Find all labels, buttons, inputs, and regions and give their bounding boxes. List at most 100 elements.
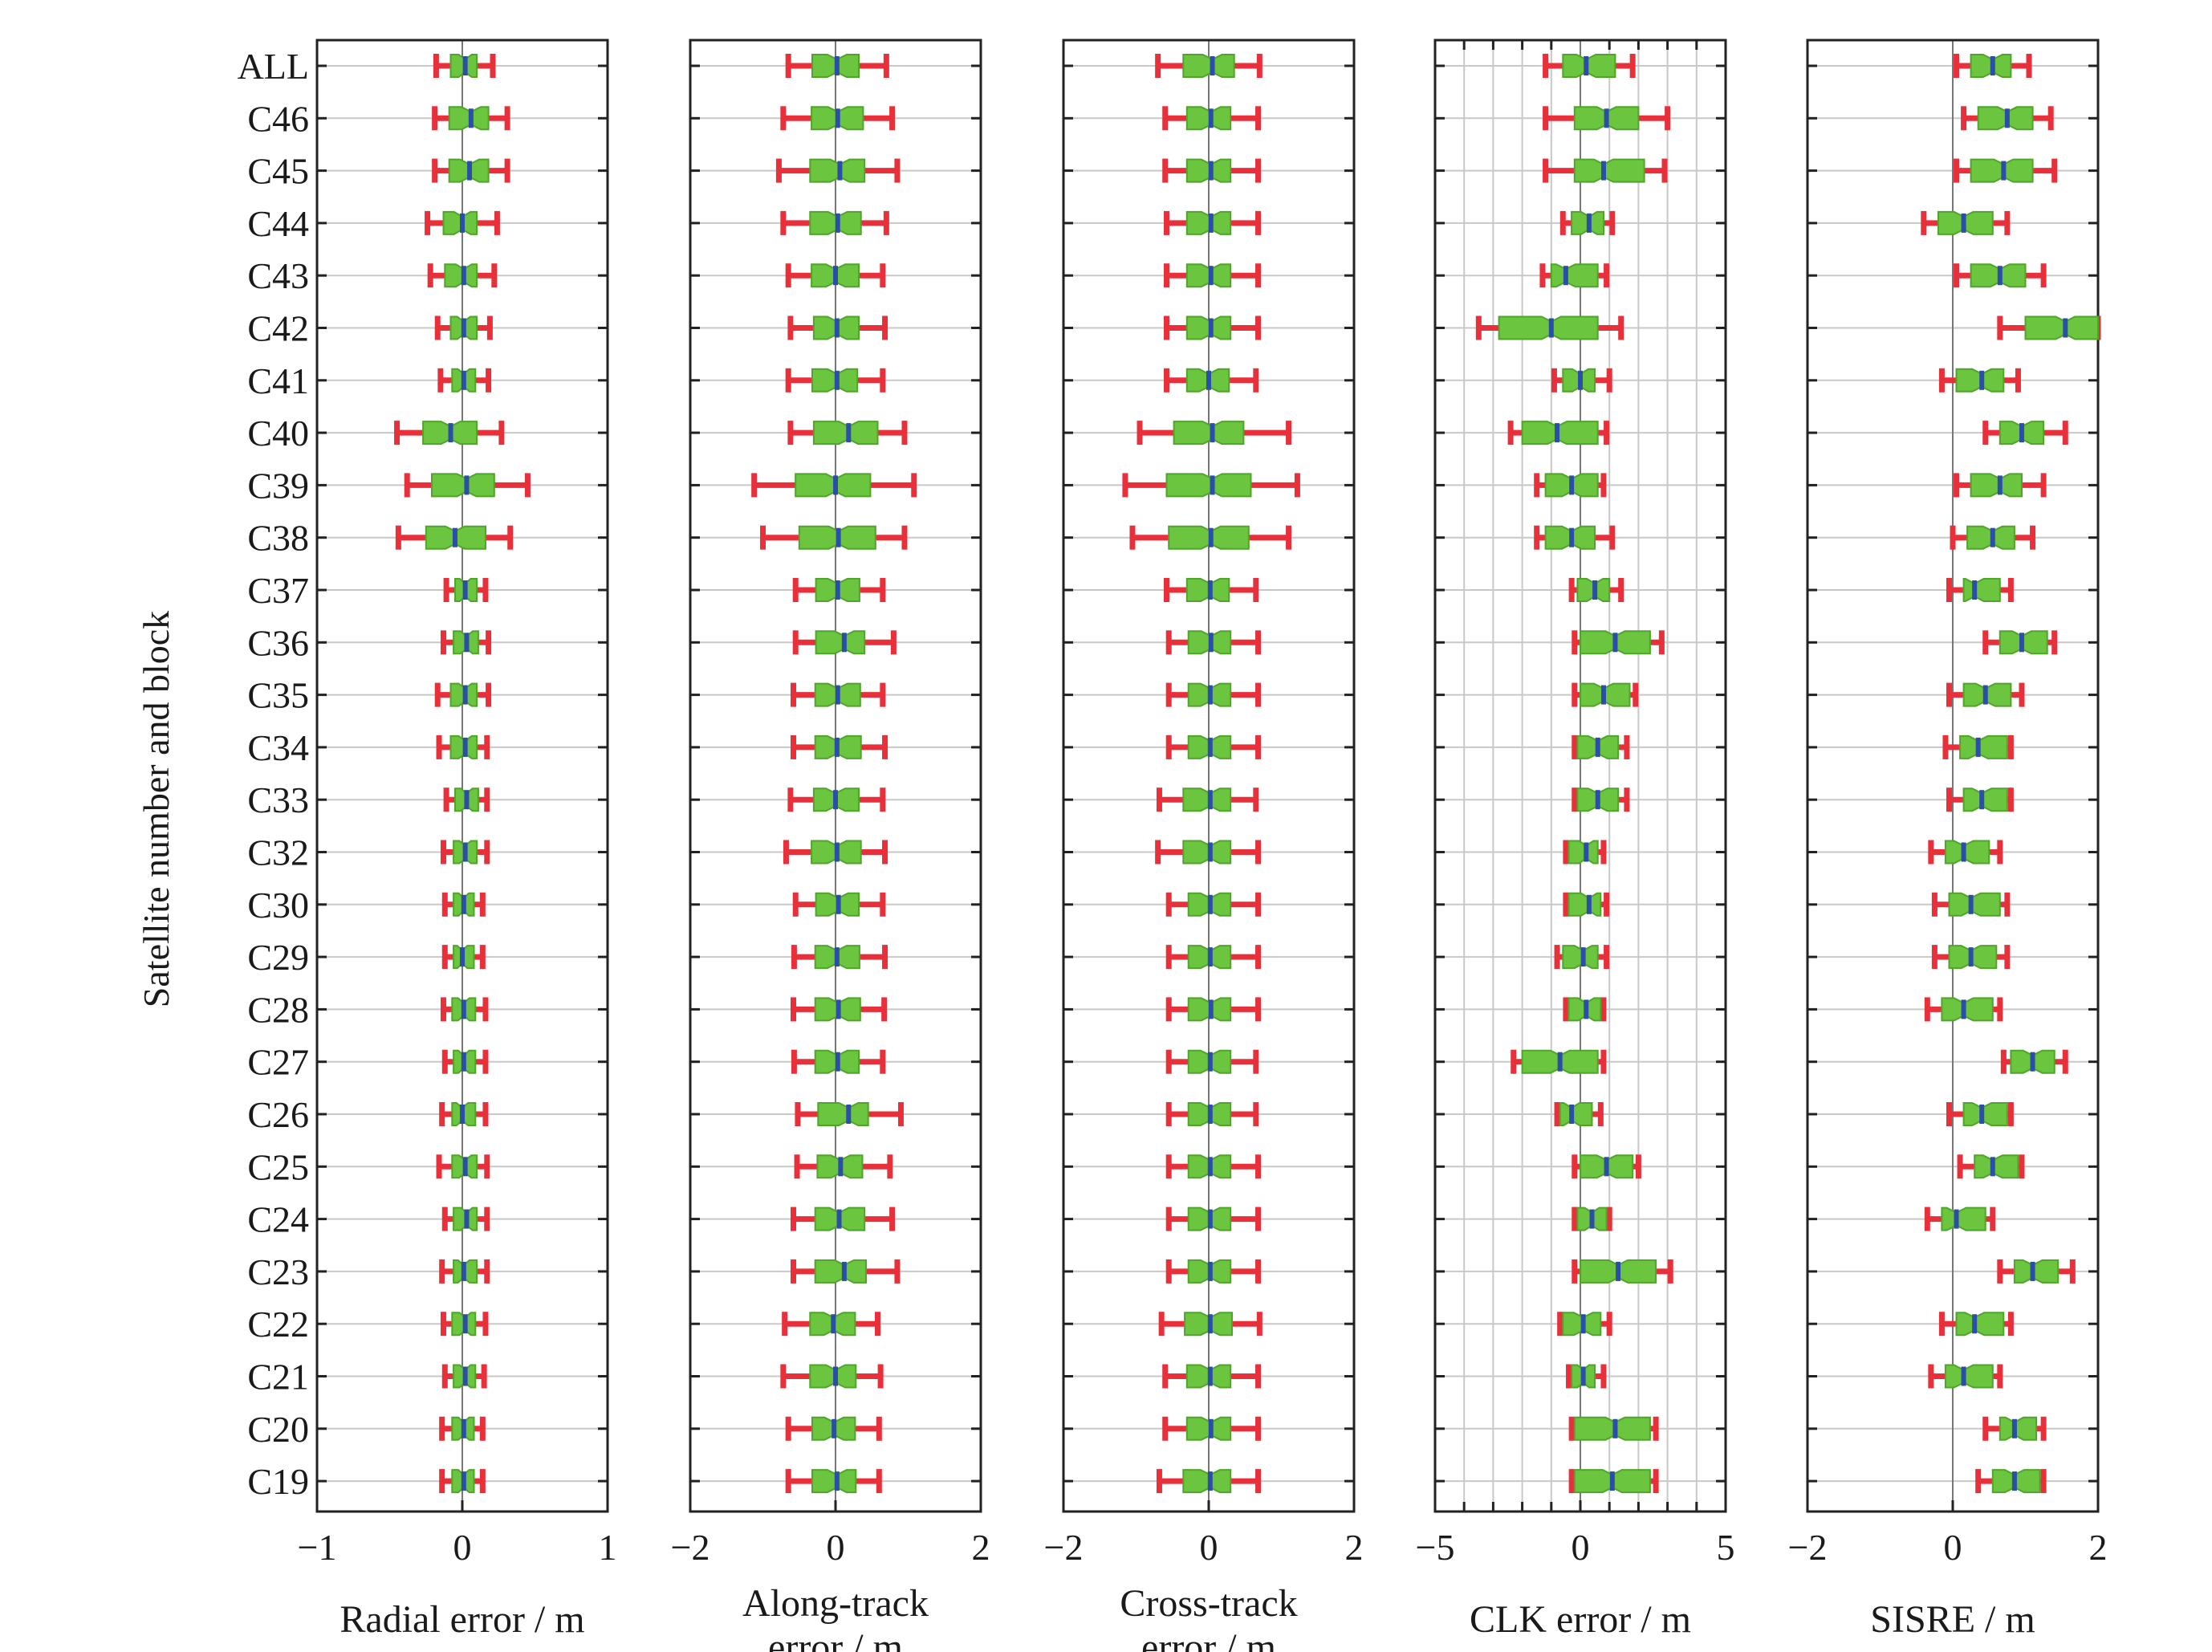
box-C24 xyxy=(441,1206,490,1231)
box-C43 xyxy=(785,263,886,288)
box-C43 xyxy=(1954,263,2047,288)
box-C40 xyxy=(1507,421,1610,446)
iqr-box xyxy=(1568,892,1602,917)
box-C46 xyxy=(432,106,510,131)
box-C27 xyxy=(1511,1049,1607,1074)
box-C34 xyxy=(1572,734,1630,759)
box-C28 xyxy=(1165,997,1262,1022)
box-ALL xyxy=(785,54,889,78)
iqr-box xyxy=(1182,54,1235,78)
iqr-box xyxy=(444,263,478,288)
iqr-box xyxy=(809,158,866,183)
box-C27 xyxy=(791,1049,886,1074)
box-C30 xyxy=(441,892,486,917)
box-C33 xyxy=(1156,787,1259,812)
y-tick-label: C29 xyxy=(247,937,309,978)
box-C42 xyxy=(787,315,888,340)
y-tick-label: C30 xyxy=(247,885,309,926)
box-C46 xyxy=(780,106,896,131)
box-C44 xyxy=(425,210,500,235)
box-C28 xyxy=(791,997,888,1022)
y-tick-label: C41 xyxy=(247,360,309,401)
box-C32 xyxy=(1928,840,2003,865)
iqr-box xyxy=(1562,54,1616,78)
y-tick-label: C46 xyxy=(247,98,309,139)
box-C45 xyxy=(432,158,510,183)
box-C25 xyxy=(1572,1154,1641,1179)
box-C32 xyxy=(440,840,490,865)
iqr-box xyxy=(2013,1259,2060,1284)
box-C35 xyxy=(434,682,492,707)
y-tick-label: C42 xyxy=(247,308,309,349)
y-tick-label: C33 xyxy=(247,779,309,820)
iqr-box xyxy=(1970,473,2023,498)
y-tick-label: C44 xyxy=(247,203,309,244)
box-C23 xyxy=(1165,1259,1262,1284)
x-tick-label: 2 xyxy=(2089,1527,2108,1568)
box-C21 xyxy=(441,1364,487,1389)
box-C32 xyxy=(1155,840,1262,865)
box-C19 xyxy=(1568,1469,1659,1494)
iqr-box xyxy=(812,421,879,446)
x-tick-label: 2 xyxy=(972,1527,990,1568)
box-C41 xyxy=(1938,368,2021,393)
box-C39 xyxy=(404,473,531,498)
iqr-box xyxy=(1962,578,2001,602)
box-C26 xyxy=(1554,1102,1604,1126)
box-C40 xyxy=(1136,421,1292,446)
box-C38 xyxy=(395,525,514,550)
box-C36 xyxy=(1165,630,1262,655)
iqr-box xyxy=(1573,1416,1651,1441)
x-tick-label: 1 xyxy=(599,1527,617,1568)
box-C40 xyxy=(787,421,908,446)
box-C19 xyxy=(439,1469,486,1494)
iqr-box xyxy=(1182,1469,1232,1494)
box-C39 xyxy=(751,473,917,498)
y-tick-label: C27 xyxy=(247,1042,309,1083)
y-tick-label: C26 xyxy=(247,1094,309,1135)
y-tick-label: C28 xyxy=(247,989,309,1030)
box-C45 xyxy=(1954,158,2058,183)
box-C25 xyxy=(436,1154,490,1179)
y-tick-label: C22 xyxy=(247,1304,309,1345)
iqr-box xyxy=(1962,1102,2008,1126)
box-C30 xyxy=(1931,892,2011,917)
box-C32 xyxy=(783,840,888,865)
iqr-box xyxy=(1944,1364,1994,1389)
box-C23 xyxy=(1572,1259,1673,1284)
box-C38 xyxy=(1129,525,1292,550)
box-ALL xyxy=(1155,54,1263,78)
box-C35 xyxy=(1572,682,1639,707)
box-C23 xyxy=(1997,1259,2076,1284)
box-C25 xyxy=(794,1154,893,1179)
box-C24 xyxy=(1572,1206,1612,1231)
box-C34 xyxy=(1942,734,2014,759)
box-C32 xyxy=(1563,840,1607,865)
x-axis-title: Radial error / m xyxy=(340,1598,584,1641)
box-C29 xyxy=(1931,945,2011,970)
box-C28 xyxy=(1924,997,2003,1022)
panel-1: −1 0 1 Radial error / m ALL C46 C45 C44 C43 C42 C4… xyxy=(238,39,617,1641)
box-C26 xyxy=(795,1102,904,1126)
box-C23 xyxy=(791,1259,901,1284)
iqr-box xyxy=(1550,263,1599,288)
box-C39 xyxy=(1122,473,1300,498)
y-tick-label: C40 xyxy=(247,413,309,454)
box-C35 xyxy=(1165,682,1262,707)
box-C37 xyxy=(443,578,489,602)
box-C25 xyxy=(1957,1154,2025,1179)
iqr-box xyxy=(1498,315,1599,340)
box-C33 xyxy=(1946,787,2014,812)
x-axis-title: error / m xyxy=(1141,1626,1276,1652)
box-C41 xyxy=(1551,368,1612,393)
x-tick-label: −2 xyxy=(1788,1527,1828,1568)
x-tick-label: 0 xyxy=(1200,1527,1218,1568)
box-C20 xyxy=(1162,1416,1262,1441)
box-C44 xyxy=(1921,210,2011,235)
x-tick-label: 5 xyxy=(1717,1527,1735,1568)
box-C28 xyxy=(1563,997,1607,1022)
box-C44 xyxy=(1559,210,1616,235)
box-C29 xyxy=(791,945,888,970)
